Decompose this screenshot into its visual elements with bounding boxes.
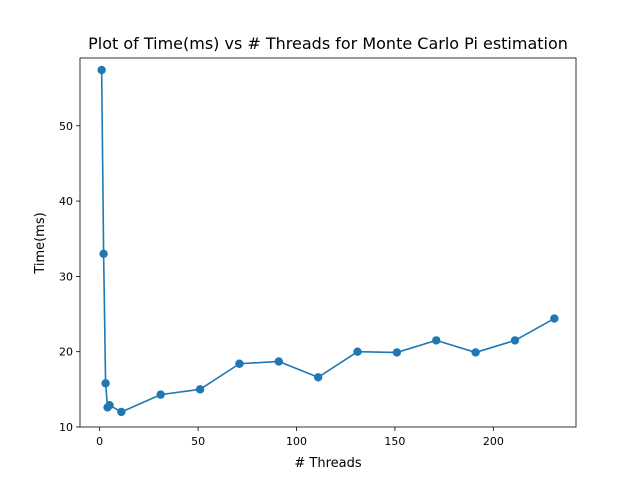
x-tick-label: 150: [384, 435, 405, 448]
x-tick-label: 100: [286, 435, 307, 448]
data-point: [117, 407, 126, 417]
y-tick-label: 30: [59, 270, 73, 283]
y-axis-label: Time(ms): [33, 212, 48, 274]
data-point: [105, 400, 114, 410]
y-tick-label: 10: [59, 421, 73, 434]
axes-frame: [79, 57, 577, 428]
data-point: [101, 379, 110, 388]
chart-title: Plot of Time(ms) vs # Threads for Monte …: [88, 34, 568, 53]
data-point: [156, 390, 165, 399]
axes-layer: 0 50 100 150 200 10 20 30 40 50: [59, 57, 577, 448]
x-axis-label: # Threads: [294, 456, 361, 471]
x-tick-label: 200: [483, 435, 504, 448]
data-point: [313, 373, 323, 382]
data-point: [195, 385, 205, 394]
x-tick-label: 50: [191, 435, 205, 448]
data-point: [353, 347, 362, 356]
data-point: [392, 348, 402, 357]
x-tick-label: 0: [96, 435, 103, 448]
data-point: [97, 65, 106, 75]
data-point: [235, 359, 244, 368]
data-point: [510, 336, 520, 345]
data-point: [99, 249, 108, 258]
y-tick-label: 50: [59, 120, 73, 133]
data-point: [550, 314, 559, 323]
data-point: [471, 348, 480, 357]
series-layer: [97, 65, 559, 417]
y-tick-label: 40: [59, 195, 73, 208]
y-tick-label: 20: [59, 346, 73, 359]
data-point: [274, 357, 283, 366]
data-point: [432, 336, 441, 345]
